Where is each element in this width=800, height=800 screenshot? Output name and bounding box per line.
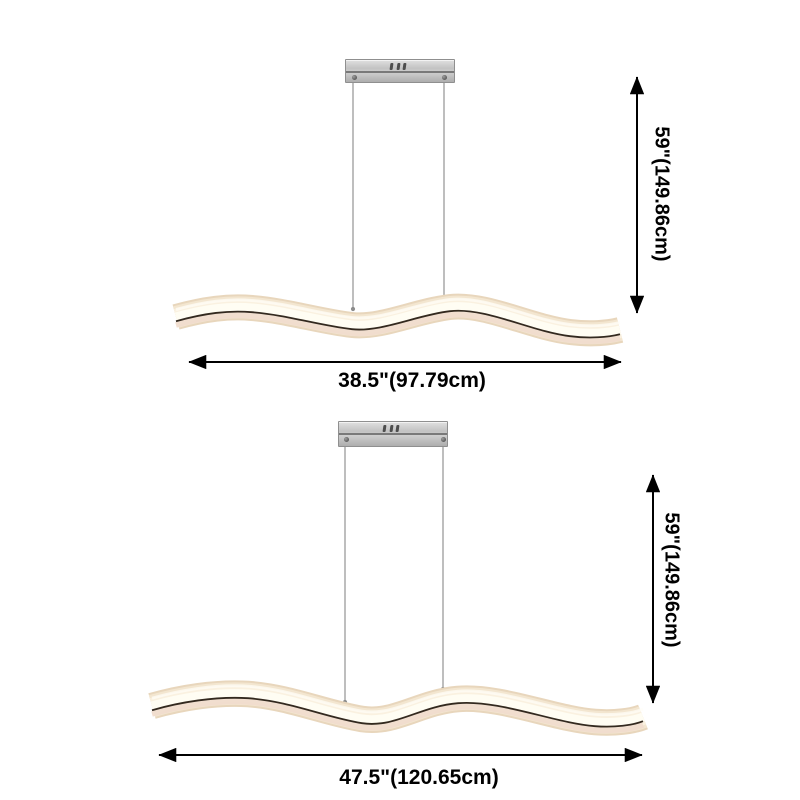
screw-icon — [344, 437, 349, 442]
height-dimension-label-large: 59"(149.86cm) — [660, 512, 683, 648]
pendant-figure-small — [176, 76, 645, 370]
canopy-vent-slots — [389, 63, 406, 70]
canopy-seam — [339, 433, 447, 435]
vent-slot — [389, 425, 393, 432]
cable-connector — [350, 306, 356, 312]
vent-slot — [382, 425, 386, 432]
screw-icon — [442, 75, 447, 80]
vent-slot — [402, 63, 406, 70]
width-dimension-label-large: 47.5"(120.65cm) — [339, 766, 499, 789]
ceiling-canopy-small — [345, 59, 455, 83]
screw-icon — [352, 75, 357, 80]
screw-icon — [441, 437, 446, 442]
width-dimension-label-small: 38.5"(97.79cm) — [338, 369, 486, 392]
vent-slot — [396, 63, 400, 70]
ceiling-canopy-large — [338, 421, 448, 447]
canopy-seam — [346, 71, 454, 73]
pendant-figure-large — [152, 447, 661, 763]
canopy-vent-slots — [382, 425, 399, 432]
vent-slot — [389, 63, 393, 70]
height-dimension-label-small: 59"(149.86cm) — [650, 126, 673, 262]
vent-slot — [395, 425, 399, 432]
wavy-led-bar-small — [176, 299, 620, 341]
wavy-led-bar-large — [152, 686, 643, 731]
